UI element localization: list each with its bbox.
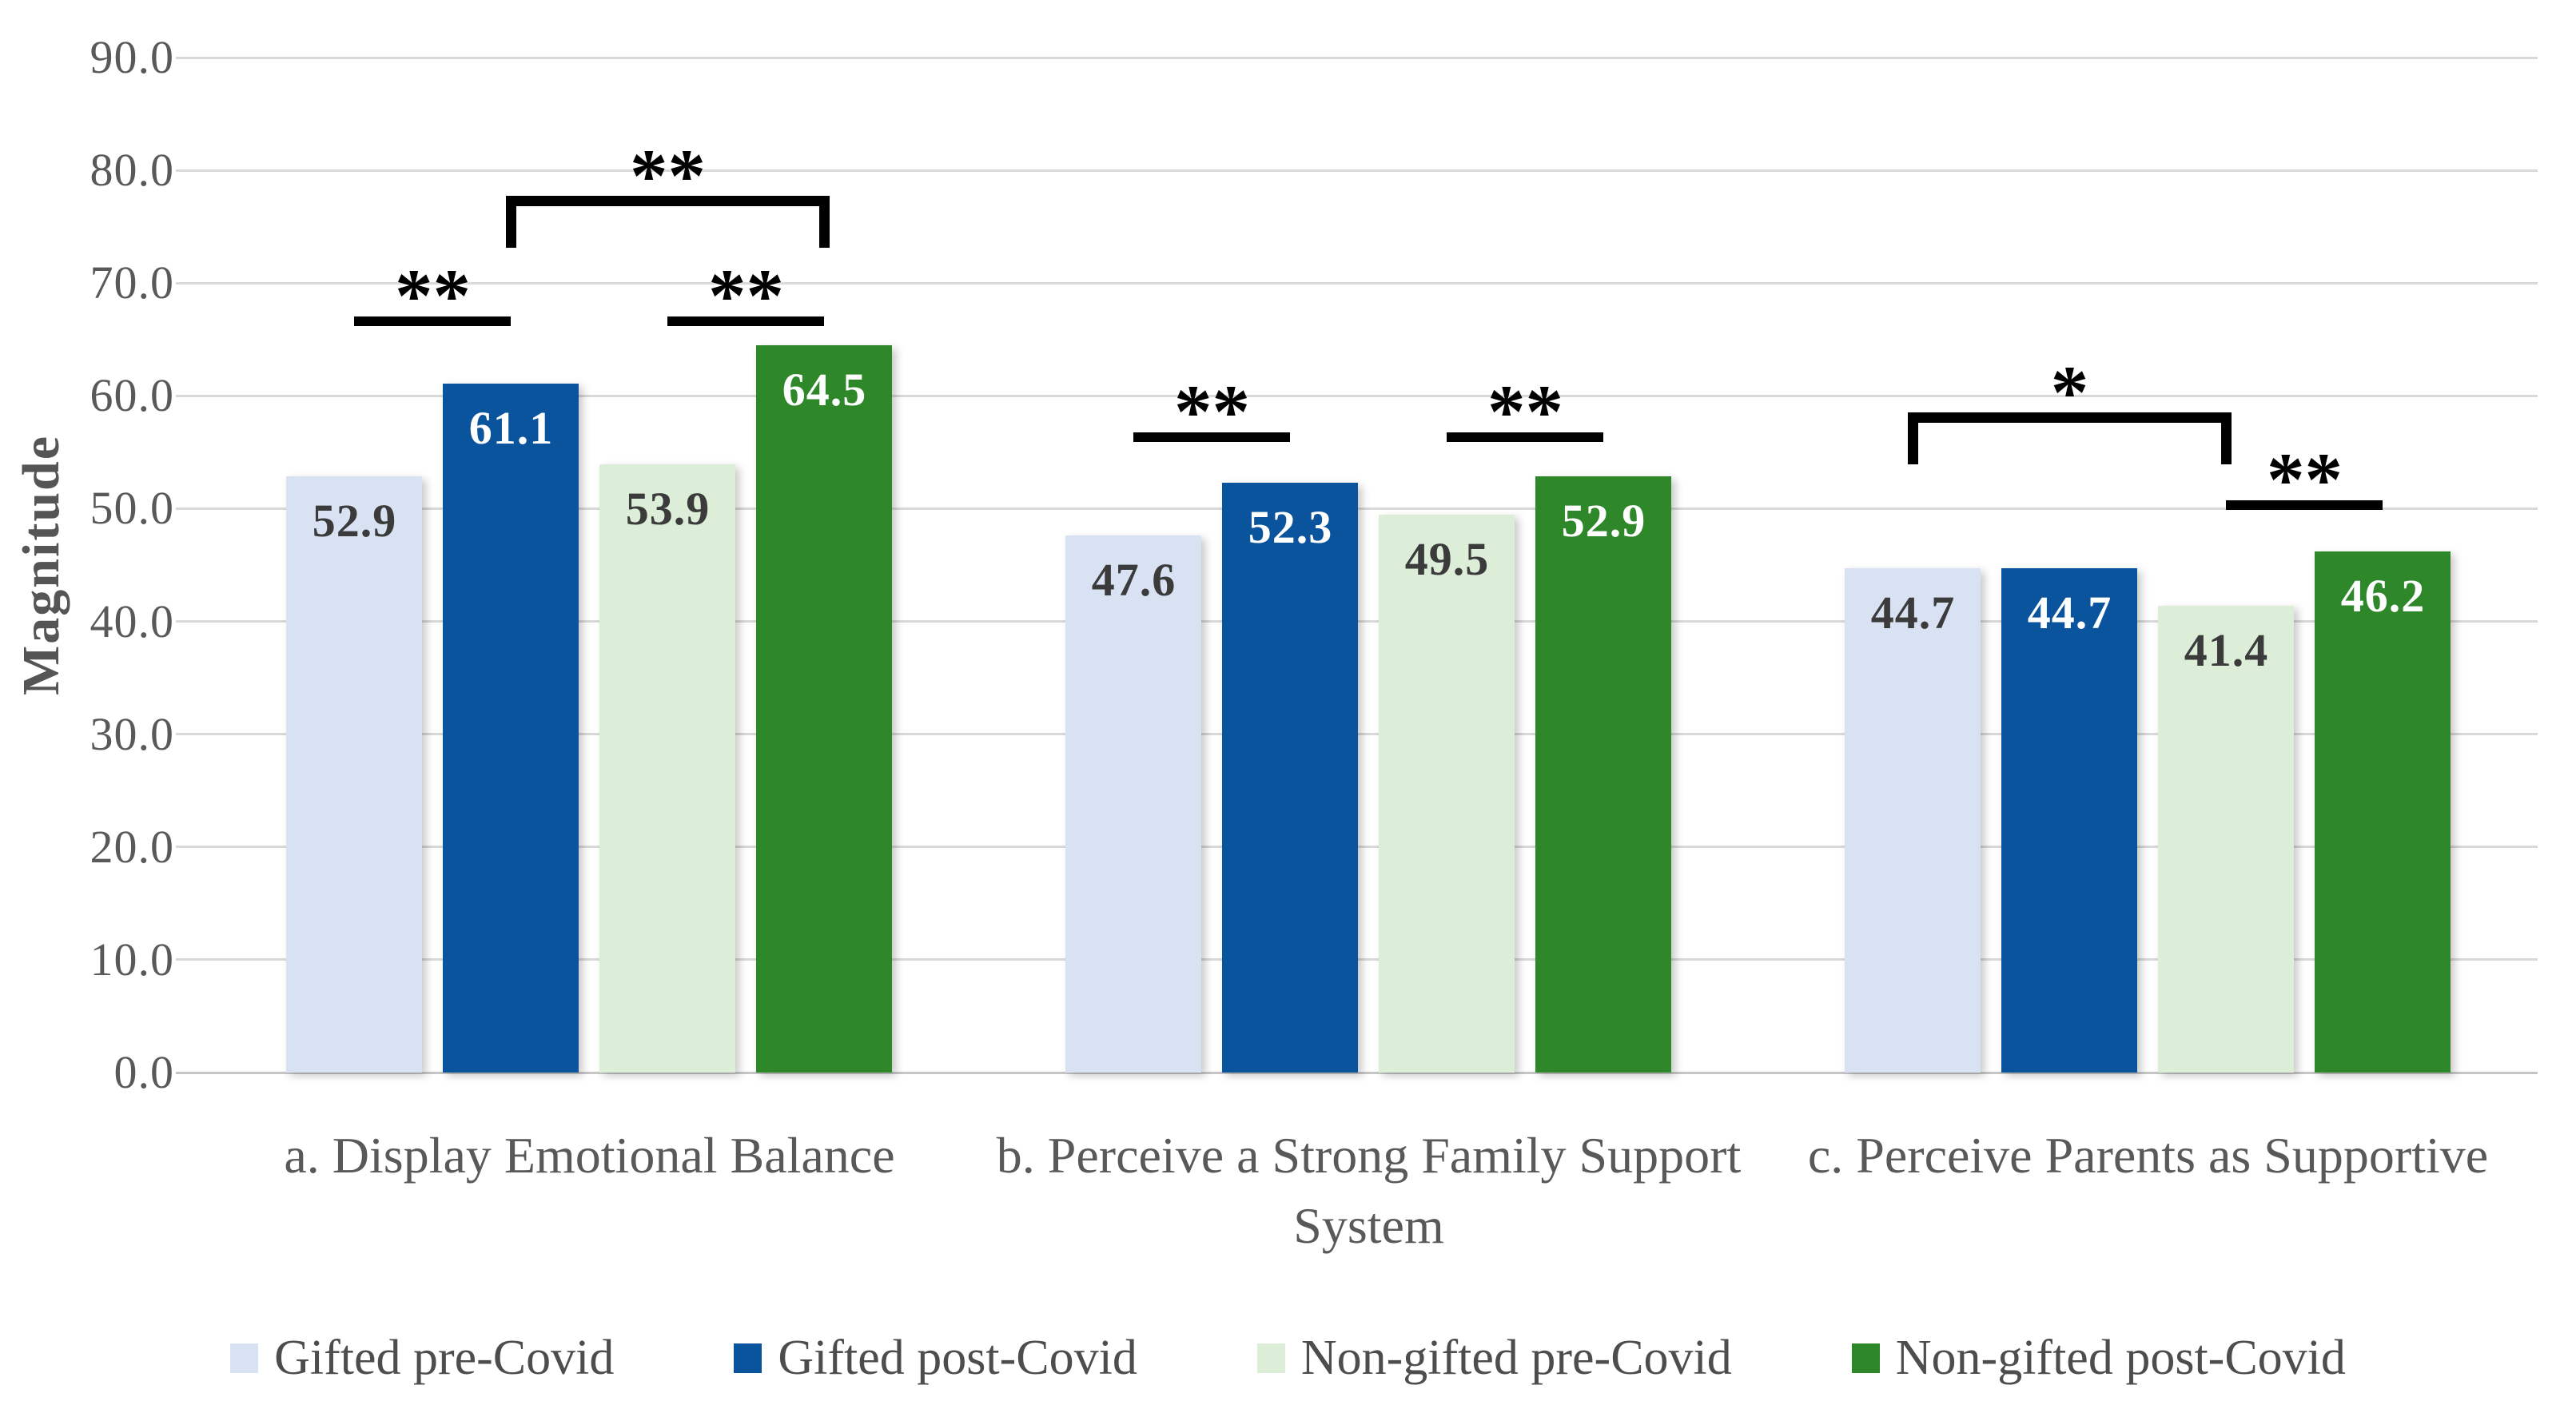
- x-axis-category-labels: a. Display Emotional Balance b. Perceive …: [200, 1120, 2538, 1262]
- legend-label: Gifted pre-Covid: [274, 1331, 615, 1385]
- legend-swatch-non-gifted-post-covid: [1851, 1343, 1880, 1373]
- y-tick-label: 60.0: [90, 369, 174, 422]
- y-tick-label: 10.0: [90, 933, 174, 985]
- significance-stars: **: [707, 253, 784, 338]
- bar-gifted-pre-covid: 52.9: [286, 476, 423, 1073]
- category-group-b: 47.6 52.3 49.5 52.9: [979, 58, 1758, 1073]
- bar-non-gifted-post-covid: 46.2: [2315, 551, 2451, 1073]
- significance-stars: *: [2050, 350, 2089, 436]
- bar-value-label: 44.7: [2027, 587, 2112, 639]
- y-tick-label: 80.0: [90, 144, 174, 197]
- bar-non-gifted-pre-covid: 41.4: [2158, 605, 2295, 1073]
- significance-line: [1447, 432, 1604, 443]
- category-label-c: c. Perceive Parents as Supportive: [1807, 1127, 2489, 1184]
- gridline: [176, 169, 2538, 172]
- legend-item-non-gifted-post-covid: Non-gifted post-Covid: [1851, 1331, 2346, 1385]
- y-tick-label: 90.0: [90, 31, 174, 83]
- category-group-c: 44.7 44.7 41.4 46.2: [1758, 58, 2538, 1073]
- significance-bracket: [505, 196, 830, 249]
- bar-value-label: 47.6: [1091, 554, 1177, 607]
- significance-stars: **: [1173, 369, 1250, 455]
- bar-gifted-pre-covid: 44.7: [1845, 568, 1981, 1073]
- bar-value-label: 61.1: [468, 401, 554, 454]
- legend-item-non-gifted-pre-covid: Non-gifted pre-Covid: [1256, 1331, 1732, 1385]
- bar-non-gifted-pre-covid: 53.9: [599, 464, 736, 1073]
- y-tick-label: 40.0: [90, 595, 174, 647]
- bar-value-label: 52.9: [1561, 494, 1646, 547]
- y-axis-tick-labels: 0.0 10.0 20.0 30.0 40.0 50.0 60.0 70.0 80.0 90.0: [0, 34, 174, 1096]
- y-tick-label: 70.0: [90, 257, 174, 309]
- significance-stars: **: [629, 133, 706, 219]
- legend-swatch-gifted-post-covid: [734, 1343, 762, 1373]
- gridline: [176, 56, 2538, 59]
- significance-stars: **: [394, 253, 471, 338]
- significance-line: [667, 316, 825, 326]
- legend-item-gifted-post-covid: Gifted post-Covid: [734, 1333, 1137, 1383]
- y-tick-label: 20.0: [90, 820, 174, 873]
- y-tick-label: 50.0: [90, 482, 174, 535]
- bar-gifted-post-covid: 52.3: [1222, 483, 1359, 1073]
- bar-value-label: 44.7: [1870, 587, 1956, 639]
- bar-value-label: 64.5: [782, 363, 867, 416]
- gridline: [176, 281, 2538, 285]
- legend-swatch-gifted-pre-covid: [230, 1343, 259, 1373]
- plot-area: 52.9 61.1 53.9 64.5 47.6 52.3 49.5 52.9 44.7 44.7…: [176, 56, 2538, 1074]
- bar-value-label: 49.5: [1404, 532, 1490, 585]
- category-label-b: b. Perceive a Strong Family Support Syst…: [996, 1127, 1742, 1255]
- significance-bracket: [1907, 412, 2232, 465]
- bar-non-gifted-post-covid: 52.9: [1535, 476, 1672, 1073]
- category-label-a: a. Display Emotional Balance: [284, 1127, 895, 1184]
- bar-value-label: 52.9: [312, 494, 397, 547]
- bar-value-label: 53.9: [625, 483, 711, 535]
- legend-swatch-non-gifted-pre-covid: [1256, 1343, 1285, 1373]
- significance-line: [2226, 500, 2383, 510]
- significance-line: [1133, 432, 1291, 443]
- bar-value-label: 41.4: [2184, 623, 2269, 676]
- legend-item-gifted-pre-covid: Gifted pre-Covid: [230, 1333, 614, 1383]
- bar-non-gifted-pre-covid: 49.5: [1379, 514, 1515, 1073]
- bar-gifted-post-covid: 44.7: [2001, 568, 2138, 1073]
- gridline: [176, 1071, 2538, 1074]
- bar-gifted-pre-covid: 47.6: [1065, 535, 1202, 1073]
- legend-label: Non-gifted pre-Covid: [1300, 1331, 1732, 1385]
- significance-stars: **: [1487, 369, 1563, 455]
- y-tick-label: 30.0: [90, 707, 174, 760]
- legend-label: Non-gifted post-Covid: [1895, 1331, 2346, 1385]
- legend: Gifted pre-Covid Gifted post-Covid Non-gif…: [0, 1333, 2576, 1383]
- y-tick-label: 0.0: [113, 1046, 174, 1098]
- bar-non-gifted-post-covid: 64.5: [756, 344, 893, 1073]
- significance-stars: **: [2266, 436, 2343, 522]
- category-group-a: 52.9 61.1 53.9 64.5: [200, 58, 979, 1073]
- gridline: [176, 394, 2538, 397]
- bar-gifted-post-covid: 61.1: [443, 383, 579, 1073]
- legend-label: Gifted post-Covid: [778, 1331, 1137, 1385]
- bar-value-label: 46.2: [2340, 570, 2426, 623]
- significance-line: [354, 316, 512, 326]
- bar-value-label: 52.3: [1248, 501, 1333, 553]
